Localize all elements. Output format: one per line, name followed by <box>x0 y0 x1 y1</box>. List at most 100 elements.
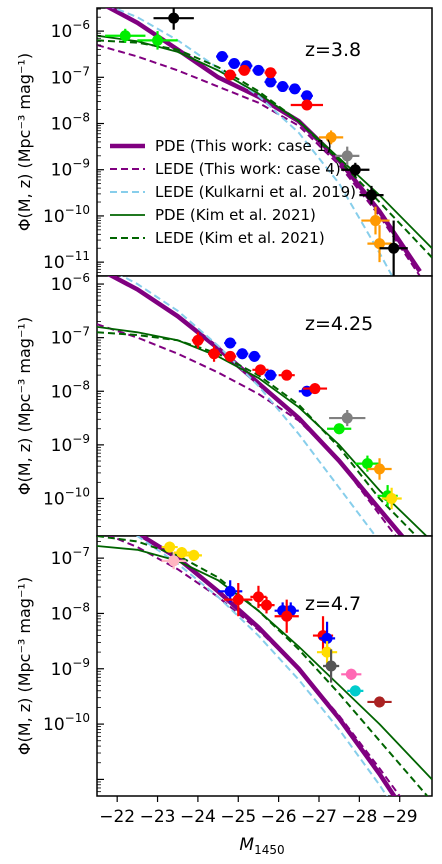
point-marker <box>325 660 337 672</box>
curves <box>97 276 428 536</box>
data-point <box>381 487 402 510</box>
data-point <box>207 345 221 362</box>
data-point <box>361 206 390 235</box>
data-points <box>191 332 402 510</box>
curve-2 <box>111 8 394 276</box>
point-marker <box>238 64 250 76</box>
data-point <box>173 547 190 559</box>
y-tick-label: 10−8 <box>51 111 90 135</box>
data-point <box>191 332 204 349</box>
point-marker <box>208 348 220 360</box>
y-axis-label: Φ(M, z) (Mpc⁻³ mag⁻¹) <box>15 53 34 231</box>
data-point <box>224 583 253 617</box>
point-marker <box>301 99 313 111</box>
point-marker <box>386 492 398 504</box>
curve-0 <box>107 276 405 536</box>
curve-1 <box>97 44 421 276</box>
x-tick-label: −27 <box>301 807 337 827</box>
data-point <box>252 64 265 76</box>
point-marker <box>369 215 381 227</box>
legend-label: LEDE (Kim et al. 2021) <box>155 229 325 247</box>
data-point <box>258 596 275 614</box>
data-point <box>216 51 229 63</box>
data-point <box>161 541 178 553</box>
point-marker <box>224 337 236 349</box>
point-marker <box>277 81 289 93</box>
point-marker <box>224 69 236 81</box>
point-marker <box>289 83 301 95</box>
data-point <box>347 685 364 697</box>
data-point <box>379 220 408 276</box>
point-marker <box>252 591 264 603</box>
data-point <box>264 76 277 88</box>
y-tick-label: 10−8 <box>51 378 90 402</box>
data-point <box>105 28 146 43</box>
y-ticks: 10−6 10−7 10−8 10−9 10−10 10−11 <box>43 8 104 273</box>
point-marker <box>232 594 244 606</box>
panel-z3.8: 10−6 10−7 10−8 10−9 10−10 10−11 PDE (This wor… <box>15 7 433 277</box>
legend-label: LEDE (This work: case 4) <box>155 160 341 178</box>
data-point <box>137 31 178 50</box>
point-marker <box>216 51 228 63</box>
curve-0 <box>137 536 397 796</box>
curve-1 <box>107 536 401 796</box>
point-marker <box>176 547 188 559</box>
y-tick-label: 10−7 <box>51 325 90 349</box>
y-tick-label: 10−10 <box>43 711 90 735</box>
point-marker <box>265 369 277 381</box>
point-marker <box>168 12 180 24</box>
data-point <box>302 383 328 395</box>
data-point <box>316 641 338 664</box>
x-tick-label: −26 <box>261 807 297 827</box>
data-point <box>264 67 277 79</box>
point-marker <box>321 632 333 644</box>
point-marker <box>265 76 277 88</box>
data-points <box>161 541 392 708</box>
point-marker <box>349 164 361 176</box>
data-point <box>252 364 269 376</box>
panel-z4.7: 10−7 10−8 10−9 10−10 z=4.7 Φ(M, z) (Mpc⁻³ m… <box>15 535 433 797</box>
curve-1 <box>97 323 397 536</box>
point-marker <box>281 369 293 381</box>
y-axis-label: Φ(M, z) (Mpc⁻³ mag⁻¹) <box>15 317 34 495</box>
panel-frame <box>96 275 433 537</box>
point-marker <box>345 668 357 680</box>
point-marker <box>164 541 176 553</box>
redshift-label: z=4.7 <box>305 593 361 615</box>
data-point <box>327 423 352 435</box>
y-ticks: 10−6 10−7 10−8 10−9 10−10 <box>43 271 104 537</box>
x-tick-label: −25 <box>220 807 256 827</box>
point-marker <box>349 685 361 697</box>
data-point <box>355 455 380 472</box>
point-marker <box>374 463 386 475</box>
panel-z4.25: 10−6 10−7 10−8 10−9 10−10 z=4.25 Φ(M, z) (Mp… <box>15 271 433 537</box>
data-point <box>224 337 237 349</box>
point-marker <box>261 599 273 611</box>
data-point <box>161 552 186 570</box>
data-point <box>323 649 340 683</box>
point-marker <box>341 412 353 424</box>
legend-label: LEDE (Kulkarni et al. 2019) <box>155 183 356 201</box>
data-point <box>288 83 301 95</box>
x-axis-label: M1450 <box>239 835 284 857</box>
point-marker <box>228 57 240 69</box>
y-tick-label: 10−9 <box>51 432 90 456</box>
point-marker <box>309 383 321 395</box>
curves <box>97 536 432 796</box>
panel-frame <box>96 535 433 797</box>
data-point <box>290 99 324 111</box>
data-points <box>105 8 408 276</box>
point-marker <box>168 555 180 567</box>
point-marker <box>188 549 200 561</box>
point-marker <box>265 67 277 79</box>
y-tick-label: 10−9 <box>51 656 90 680</box>
data-point <box>185 549 202 561</box>
point-marker <box>325 131 337 143</box>
y-tick-label: 10−7 <box>51 64 90 88</box>
data-point <box>236 348 249 360</box>
y-tick-label: 10−6 <box>51 18 90 42</box>
data-point <box>228 57 241 69</box>
point-marker <box>281 610 293 622</box>
x-tick-label: −24 <box>180 807 216 827</box>
point-marker <box>236 348 248 360</box>
